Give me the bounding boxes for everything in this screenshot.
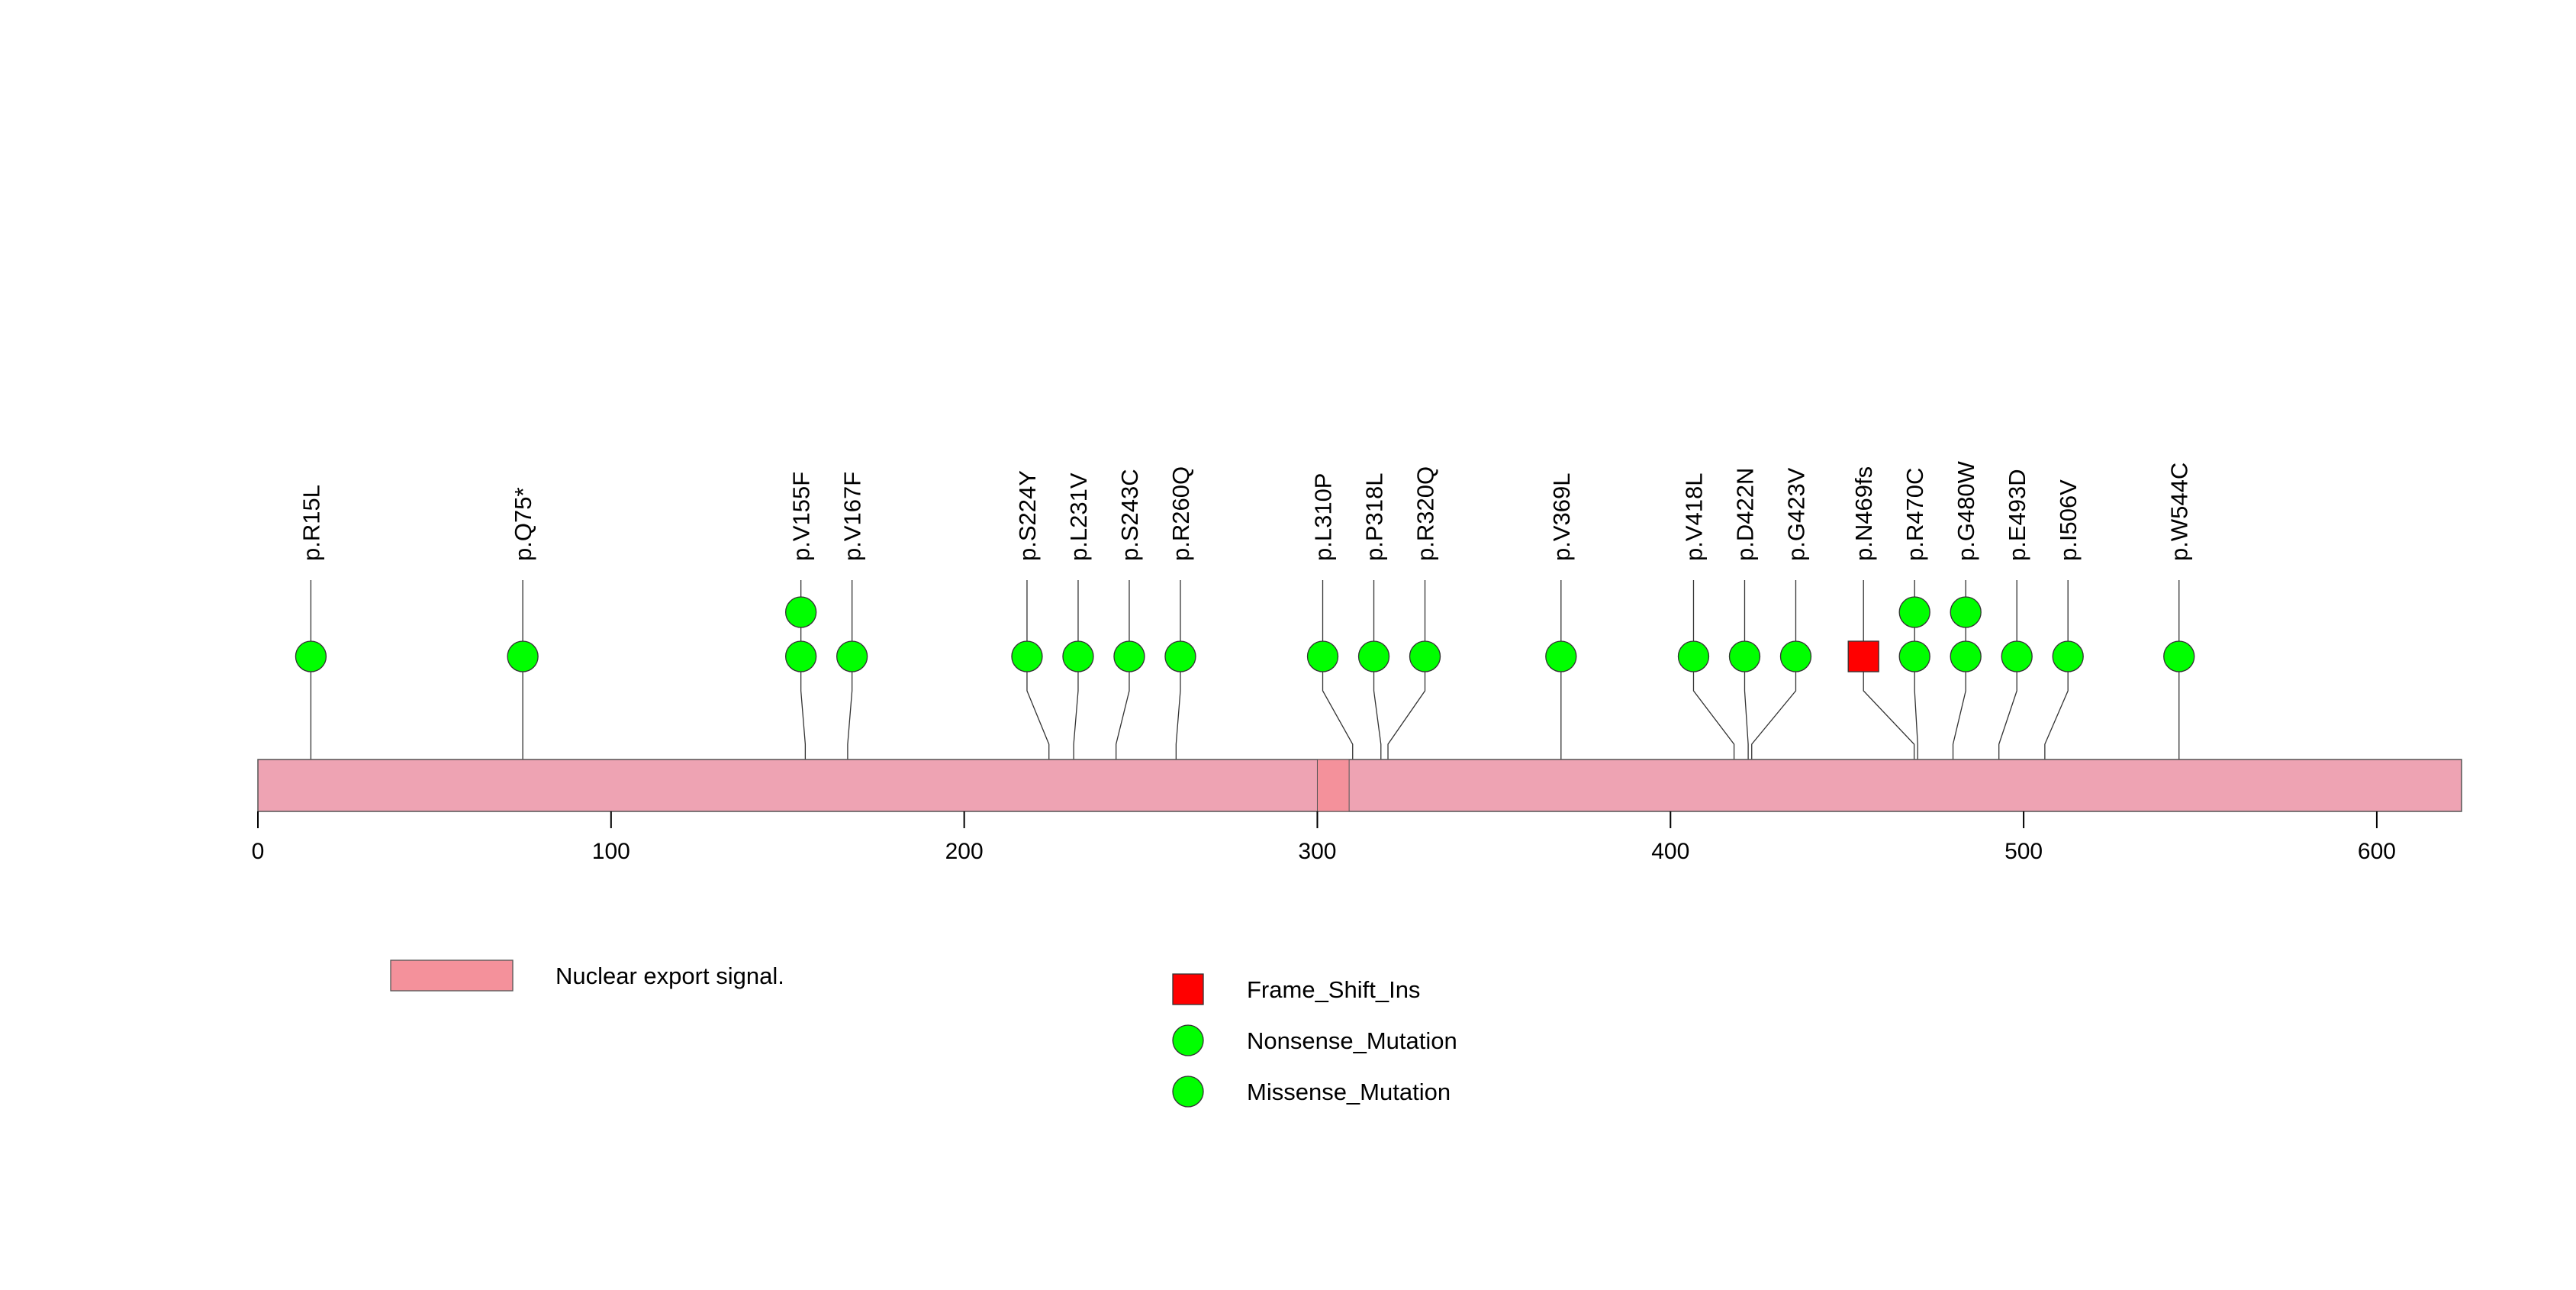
mutation-label-p.E493D: p.E493D: [2004, 469, 2030, 561]
mutation-label-p.S243C: p.S243C: [1116, 469, 1143, 561]
x-axis: 0 100 200 300 400 500 600: [252, 811, 2396, 864]
axis-tick-label-100: 100: [592, 839, 630, 864]
mutation-marker-p.R260Q-1: [1164, 640, 1196, 672]
mutation-label-p.G480W: p.G480W: [1953, 460, 1979, 561]
mutation-label-p.V369L: p.V369L: [1548, 473, 1575, 562]
mutation-label-p.V167F: p.V167F: [839, 472, 866, 561]
axis-tick-label-300: 300: [1298, 839, 1336, 864]
mutation-marker-p.N469fs-1: [1847, 640, 1879, 672]
legend-type-label-0: Frame_Shift_Ins: [1247, 976, 1420, 1003]
mutation-marker-p.L310P-1: [1306, 640, 1339, 672]
axis-tick-label-500: 500: [2004, 839, 2043, 864]
mutation-markers: [295, 596, 2195, 672]
mutation-marker-p.G423V-1: [1779, 640, 1812, 672]
axis-tick-label-400: 400: [1651, 839, 1689, 864]
mutation-label-p.R470C: p.R470C: [1901, 468, 1928, 561]
mutation-marker-p.L231V-1: [1062, 640, 1094, 672]
mutation-label-p.R320Q: p.R320Q: [1412, 466, 1439, 561]
mutation-label-p.W544C: p.W544C: [2166, 463, 2193, 561]
mutation-marker-p.P318L-1: [1357, 640, 1390, 672]
legend-type-swatch-2: [1172, 1076, 1204, 1108]
mutation-label-p.V418L: p.V418L: [1680, 473, 1707, 562]
mutation-label-p.Q75*: p.Q75*: [510, 487, 536, 561]
mutation-label-p.L310P: p.L310P: [1310, 473, 1337, 562]
legend-domain-label-0: Nuclear export signal.: [555, 963, 784, 989]
mutation-marker-p.S224Y-1: [1011, 640, 1043, 672]
mutation-marker-p.Q75*-1: [507, 640, 539, 672]
domain-0: [1316, 759, 1350, 812]
mutation-label-p.N469fs: p.N469fs: [1850, 466, 1877, 561]
mutation-label-p.I506V: p.I506V: [2055, 479, 2082, 561]
mutation-label-p.R260Q: p.R260Q: [1167, 466, 1194, 561]
mutation-marker-p.W544C-1: [2163, 640, 2195, 672]
legend-type-label-1: Nonsense_Mutation: [1247, 1027, 1457, 1054]
mutation-labels: p.R15L p.Q75* p.V155F p.V167F p.S224Y p.L231V…: [298, 460, 2192, 561]
mutation-marker-p.V155F-2: [784, 596, 817, 628]
axis-tick-label-200: 200: [945, 839, 984, 864]
legend: Nuclear export signal. Frame_Shift_Ins Non…: [390, 959, 1457, 1108]
mutation-label-p.D422N: p.D422N: [1731, 468, 1758, 561]
mutation-marker-p.V155F-1: [784, 640, 817, 672]
mutation-marker-p.R470C-2: [1898, 596, 1930, 628]
legend-type-swatch-0: [1172, 973, 1204, 1005]
mutation-marker-p.V167F-1: [836, 640, 868, 672]
mutation-label-p.V155F: p.V155F: [788, 472, 815, 561]
mutation-marker-p.V369L-1: [1545, 640, 1577, 672]
mutation-marker-p.R320Q-1: [1409, 640, 1441, 672]
axis-tick-label-600: 600: [2358, 839, 2396, 864]
mutation-label-p.L231V: p.L231V: [1065, 472, 1092, 561]
protein-bar: [257, 759, 2462, 812]
legend-type-swatch-1: [1172, 1024, 1204, 1056]
mutation-marker-p.G480W-2: [1950, 596, 1982, 628]
mutation-label-p.G423V: p.G423V: [1782, 467, 1809, 561]
mutation-label-p.P318L: p.P318L: [1361, 473, 1388, 562]
axis-tick-label-0: 0: [252, 839, 265, 864]
mutation-marker-p.R470C-1: [1898, 640, 1930, 672]
mutation-marker-p.I506V-1: [2052, 640, 2084, 672]
mutation-label-p.R15L: p.R15L: [298, 485, 324, 561]
protein-track: [257, 759, 2462, 812]
mutation-marker-p.E493D-1: [2001, 640, 2033, 672]
mutation-marker-p.D422N-1: [1728, 640, 1761, 672]
mutation-label-p.S224Y: p.S224Y: [1014, 470, 1041, 561]
mutation-marker-p.V418L-1: [1677, 640, 1710, 672]
mutation-marker-p.S243C-1: [1113, 640, 1145, 672]
legend-domain-swatch-0: [390, 959, 514, 992]
mutation-marker-p.G480W-1: [1950, 640, 1982, 672]
legend-type-label-2: Missense_Mutation: [1247, 1079, 1451, 1105]
mutation-marker-p.R15L-1: [295, 640, 327, 672]
